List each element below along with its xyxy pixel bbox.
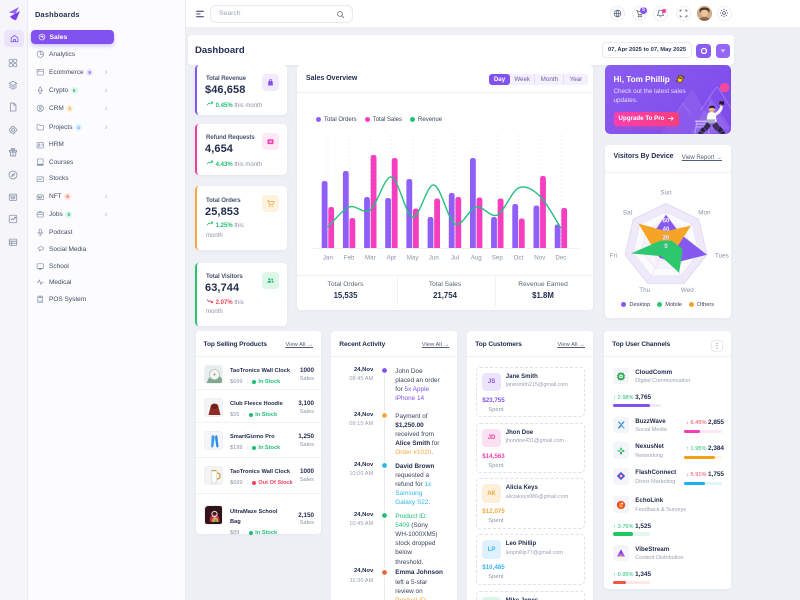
svg-text:60: 60 xyxy=(662,218,669,224)
svg-text:Feb: Feb xyxy=(344,255,355,262)
svg-text:Jul: Jul xyxy=(451,255,459,262)
svg-text:Wed: Wed xyxy=(680,287,693,294)
svg-text:Thu: Thu xyxy=(639,287,650,294)
svg-text:20: 20 xyxy=(662,235,669,241)
svg-text:0: 0 xyxy=(664,244,668,250)
svg-text:Fri: Fri xyxy=(609,252,616,259)
svg-text:Sat: Sat xyxy=(622,209,632,216)
svg-text:Apr: Apr xyxy=(387,255,397,262)
svg-text:Mar: Mar xyxy=(365,255,376,262)
svg-text:Tues: Tues xyxy=(715,252,729,259)
svg-text:Nov: Nov xyxy=(534,255,546,262)
svg-text:Sun: Sun xyxy=(660,189,672,196)
svg-text:Sep: Sep xyxy=(492,255,504,262)
svg-text:Oct: Oct xyxy=(514,255,524,262)
svg-text:Aug: Aug xyxy=(471,255,483,262)
svg-text:May: May xyxy=(407,255,420,262)
svg-text:Jan: Jan xyxy=(323,255,334,262)
svg-text:40: 40 xyxy=(662,227,669,233)
svg-text:Jun: Jun xyxy=(429,255,440,262)
svg-text:Dec: Dec xyxy=(555,255,566,262)
svg-text:Mon: Mon xyxy=(698,209,711,216)
